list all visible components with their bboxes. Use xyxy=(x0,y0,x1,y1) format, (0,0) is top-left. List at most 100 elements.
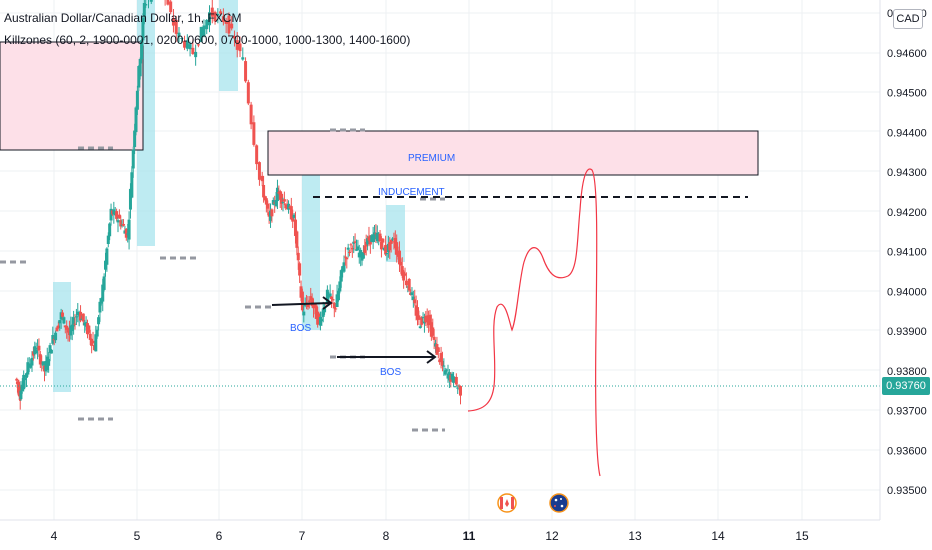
candle xyxy=(26,357,30,377)
candle xyxy=(210,0,214,24)
killzone-box xyxy=(53,282,71,392)
candle xyxy=(188,41,192,57)
candle xyxy=(95,326,99,339)
candle xyxy=(443,367,447,376)
candle xyxy=(431,318,435,339)
candle xyxy=(271,197,275,206)
candle xyxy=(252,115,256,147)
y-tick-label: 0.94000 xyxy=(887,286,927,298)
candle xyxy=(54,330,58,344)
candle xyxy=(102,273,106,292)
candle xyxy=(134,106,138,136)
candle xyxy=(74,308,78,326)
candle xyxy=(37,338,41,357)
premium-zone-left xyxy=(0,41,144,151)
candle xyxy=(303,297,307,308)
candle xyxy=(47,351,51,373)
candle xyxy=(255,144,259,170)
candle xyxy=(295,230,299,256)
x-tick-label: 4 xyxy=(51,529,58,543)
candle xyxy=(108,222,112,241)
y-tick-label: 0.93700 xyxy=(887,406,927,418)
candle xyxy=(19,381,23,402)
candle xyxy=(348,249,352,257)
candle xyxy=(109,203,113,226)
candle xyxy=(130,166,134,199)
y-tick-label: 0.94600 xyxy=(887,48,927,60)
candle xyxy=(397,241,401,272)
candle xyxy=(115,208,119,222)
currency-badge[interactable]: CAD xyxy=(893,9,923,29)
y-tick-label: 0.93900 xyxy=(887,326,927,338)
candle xyxy=(342,255,346,273)
candle xyxy=(353,233,357,251)
candle xyxy=(282,191,286,206)
candle xyxy=(454,373,458,387)
bos-label-1: BOS xyxy=(290,323,311,334)
candle xyxy=(232,30,236,47)
candle xyxy=(291,209,295,229)
candle xyxy=(436,346,440,359)
candle xyxy=(24,372,28,388)
candle xyxy=(199,26,203,43)
inducement-label: INDUCEMENT xyxy=(378,187,445,198)
candle xyxy=(142,0,146,25)
y-tick-label: 0.94100 xyxy=(887,247,927,259)
candle xyxy=(191,39,195,55)
candle xyxy=(76,303,80,323)
candle xyxy=(141,13,145,46)
candle xyxy=(58,320,62,331)
candles xyxy=(15,0,462,410)
projection-drawing[interactable] xyxy=(467,168,601,477)
candle xyxy=(413,289,417,306)
candle xyxy=(440,351,444,372)
candle xyxy=(417,310,421,325)
chart-title[interactable]: Australian Dollar/Canadian Dollar, 1h, F… xyxy=(4,11,242,25)
y-tick-label: 0.93600 xyxy=(887,445,927,457)
candle xyxy=(280,191,284,210)
candle xyxy=(302,305,306,323)
candle xyxy=(300,288,304,312)
candle xyxy=(334,306,338,313)
candle xyxy=(164,0,166,6)
candle xyxy=(87,324,91,335)
canada-flag-icon[interactable] xyxy=(497,493,517,513)
candle xyxy=(330,296,334,308)
x-tick-label: 11 xyxy=(463,529,476,543)
candle xyxy=(395,234,399,263)
bos-arrow-2[interactable] xyxy=(337,350,437,364)
candle xyxy=(208,5,212,33)
candle xyxy=(221,8,225,26)
time-axis[interactable] xyxy=(0,519,880,550)
candle xyxy=(135,85,139,116)
candle xyxy=(105,247,109,272)
candle xyxy=(445,368,449,373)
y-tick-label: 0.94300 xyxy=(887,167,927,179)
candle xyxy=(339,269,343,288)
candle xyxy=(119,215,123,230)
bos-arrow-1[interactable] xyxy=(271,296,333,310)
candle xyxy=(260,171,264,187)
australia-flag-icon[interactable] xyxy=(549,493,569,513)
candle xyxy=(328,284,332,299)
candle xyxy=(458,385,462,405)
x-tick-label: 5 xyxy=(134,529,141,543)
price-axis[interactable] xyxy=(879,0,932,550)
x-tick-label: 12 xyxy=(545,529,559,543)
candle xyxy=(180,37,184,43)
premium-zone[interactable] xyxy=(267,130,759,176)
candle xyxy=(62,316,66,325)
candle xyxy=(389,239,393,253)
candle xyxy=(246,79,250,106)
candle xyxy=(332,301,336,318)
candle xyxy=(72,310,76,335)
candle xyxy=(183,35,187,51)
indicator-label[interactable]: Killzones (60, 2, 1900-0001, 0200-0600, … xyxy=(4,33,411,47)
y-tick-label: 0.93500 xyxy=(887,485,927,497)
candle xyxy=(391,237,395,242)
candle xyxy=(363,238,367,255)
y-tick-label: 0.94400 xyxy=(887,127,927,139)
x-tick-label: 8 xyxy=(383,529,390,543)
candle xyxy=(194,44,198,66)
